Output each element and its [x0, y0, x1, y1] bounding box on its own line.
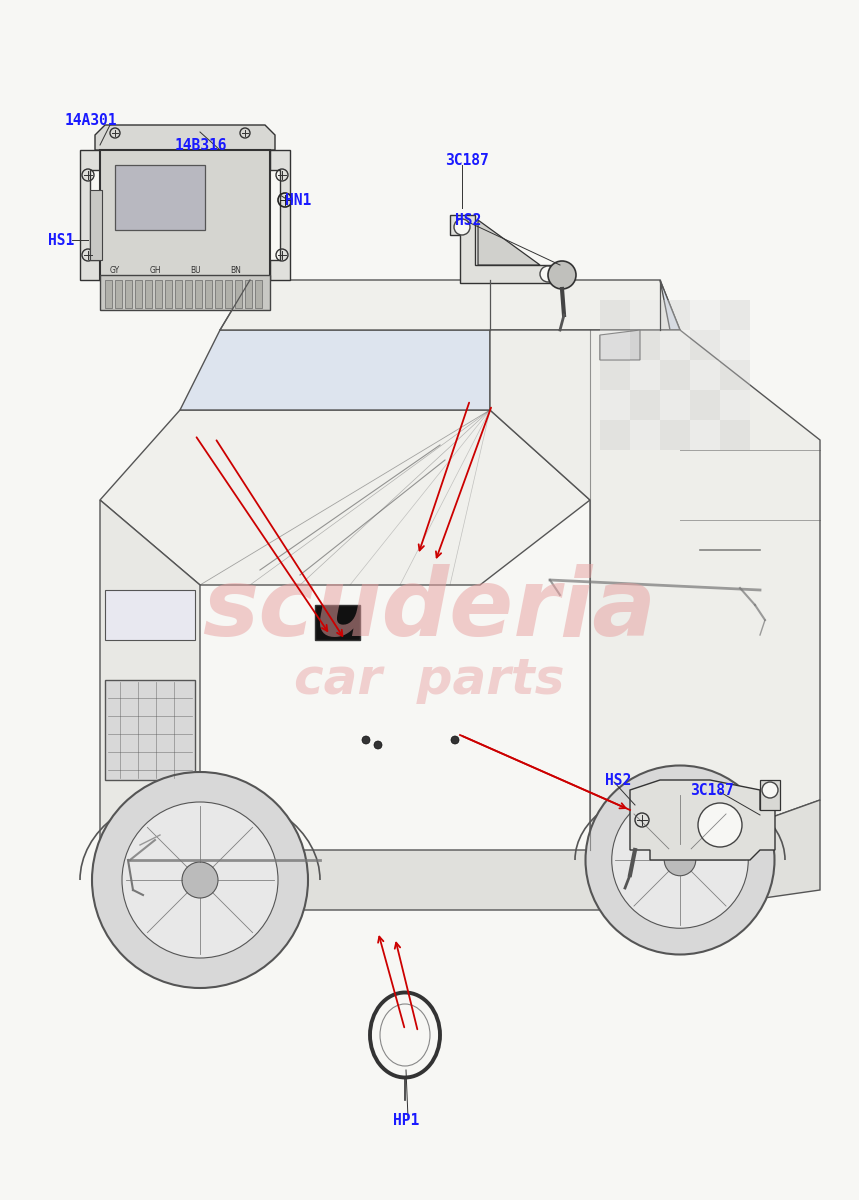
Bar [175, 280, 182, 308]
Text: HS2: HS2 [605, 773, 631, 788]
Circle shape [451, 736, 459, 744]
Polygon shape [180, 330, 490, 410]
Bar [690, 420, 720, 450]
Bar [690, 300, 720, 330]
Bar [245, 280, 252, 308]
Polygon shape [660, 280, 680, 330]
Circle shape [540, 266, 556, 282]
Bar [690, 390, 720, 420]
Bar [690, 330, 720, 360]
Bar [195, 280, 202, 308]
Text: HS1: HS1 [48, 233, 74, 248]
Bar [215, 280, 222, 308]
Circle shape [664, 845, 696, 876]
Circle shape [362, 736, 370, 744]
Bar [630, 420, 660, 450]
Bar [205, 280, 212, 308]
Polygon shape [100, 500, 200, 850]
Bar [100, 150, 270, 280]
Bar [600, 300, 630, 330]
Bar [90, 190, 102, 260]
Polygon shape [105, 680, 195, 780]
Bar [125, 280, 132, 308]
Bar [235, 280, 242, 308]
Bar [225, 280, 232, 308]
Text: BN: BN [230, 266, 241, 275]
Text: GH: GH [150, 266, 161, 275]
Bar [660, 330, 690, 360]
Text: GY: GY [110, 266, 120, 275]
Polygon shape [478, 220, 540, 265]
Polygon shape [100, 800, 820, 910]
Bar [255, 280, 262, 308]
Bar [105, 280, 112, 308]
Polygon shape [450, 215, 560, 283]
Polygon shape [95, 125, 275, 150]
Circle shape [374, 740, 382, 749]
Polygon shape [600, 330, 640, 360]
Bar [100, 275, 270, 310]
Bar [145, 280, 152, 308]
Polygon shape [270, 150, 290, 280]
Bar [105, 590, 195, 640]
Bar [660, 420, 690, 450]
Text: BU: BU [190, 266, 201, 275]
Bar [690, 360, 720, 390]
Polygon shape [80, 150, 100, 280]
Circle shape [454, 218, 470, 235]
Bar [600, 390, 630, 420]
Bar [165, 280, 172, 308]
Polygon shape [220, 280, 680, 330]
Circle shape [182, 862, 218, 898]
Bar [630, 390, 660, 420]
Bar [115, 164, 205, 230]
Polygon shape [630, 780, 775, 860]
Bar [630, 360, 660, 390]
Bar [600, 420, 630, 450]
Polygon shape [490, 330, 820, 850]
Text: HN1: HN1 [285, 193, 311, 208]
Bar [720, 360, 750, 390]
Text: HP1: HP1 [393, 1114, 419, 1128]
Circle shape [586, 766, 775, 954]
Polygon shape [100, 410, 590, 584]
Bar [760, 780, 780, 810]
Bar [630, 300, 660, 330]
Bar [660, 360, 690, 390]
Text: 3C187: 3C187 [445, 152, 489, 168]
Circle shape [612, 792, 748, 929]
Bar [660, 300, 690, 330]
Bar [720, 330, 750, 360]
Bar [720, 390, 750, 420]
Bar [600, 330, 630, 360]
Bar [720, 300, 750, 330]
Circle shape [698, 803, 742, 847]
Bar [660, 390, 690, 420]
Circle shape [92, 772, 308, 988]
Text: car  parts: car parts [294, 656, 564, 704]
Text: 3C187: 3C187 [690, 782, 734, 798]
Bar [135, 280, 142, 308]
Bar [155, 280, 162, 308]
Bar [600, 360, 630, 390]
Bar [185, 280, 192, 308]
Text: scuderia: scuderia [202, 564, 656, 656]
Bar [720, 420, 750, 450]
Text: HS2: HS2 [455, 214, 481, 228]
Bar [630, 330, 660, 360]
Text: 14B316: 14B316 [175, 138, 228, 152]
Circle shape [548, 260, 576, 289]
Circle shape [122, 802, 278, 958]
Circle shape [762, 782, 778, 798]
Text: 14A301: 14A301 [65, 113, 118, 128]
Bar [115, 280, 122, 308]
Bar [315, 605, 360, 640]
